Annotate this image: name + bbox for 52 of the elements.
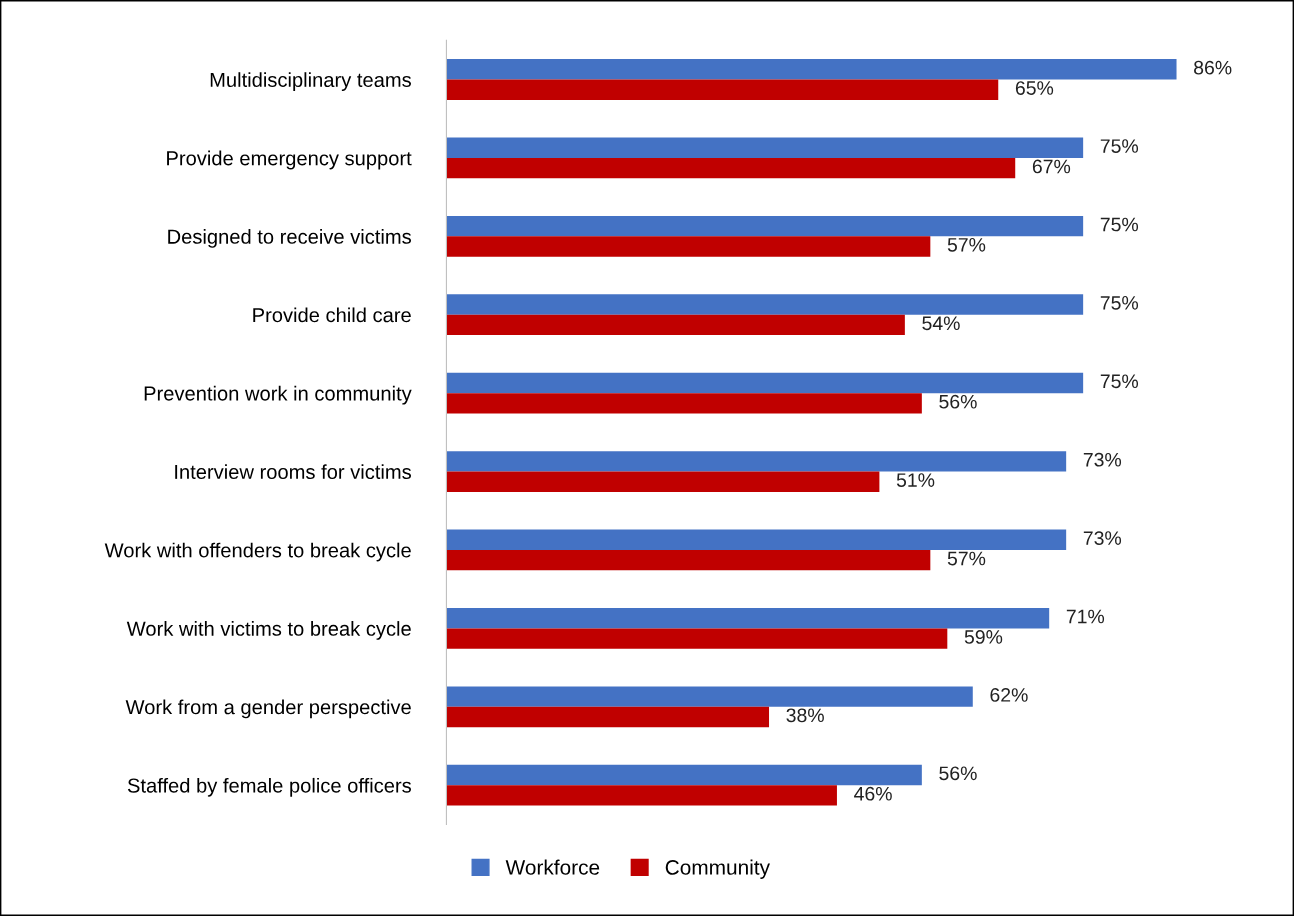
data-label: 75%: [1100, 139, 1139, 153]
bar: [446, 549, 931, 571]
y-tick-label: Designed to receive victims: [168, 229, 411, 248]
y-tick-label: Work with offenders to break cycle: [104, 542, 411, 562]
bar: [446, 607, 1050, 629]
bar: [446, 314, 905, 336]
bar: [446, 764, 922, 786]
bar: [446, 236, 931, 257]
data-label: 56%: [939, 766, 977, 781]
data-label: 57%: [947, 551, 986, 566]
legend-label: Workforce: [505, 859, 600, 875]
bar: [446, 79, 999, 100]
bar: [446, 157, 1016, 179]
data-label: 73%: [1083, 531, 1122, 545]
data-label: 56%: [939, 394, 977, 409]
data-label: 75%: [1100, 374, 1139, 389]
bar: [446, 706, 770, 728]
bar: [446, 393, 922, 414]
bar: [446, 372, 1084, 394]
y-tick-label: Multidisciplinary teams: [210, 72, 411, 91]
data-label: 38%: [786, 708, 824, 723]
legend-label: Community: [665, 859, 770, 879]
bar: [446, 471, 880, 492]
y-tick-label: Prevention work in community: [144, 385, 412, 405]
y-tick-label: Work with victims to break cycle: [126, 621, 411, 640]
y-tick-label: Provide child care: [253, 307, 411, 323]
bar: [446, 628, 948, 649]
data-label: 65%: [1015, 81, 1054, 95]
data-label: 75%: [1100, 217, 1139, 232]
data-label: 71%: [1066, 609, 1105, 624]
data-label: 86%: [1194, 60, 1232, 75]
data-label: 73%: [1083, 452, 1122, 467]
data-label: 75%: [1100, 296, 1139, 310]
bar: [446, 215, 1084, 237]
y-tick-label: Interview rooms for victims: [175, 464, 411, 480]
bar: [446, 59, 1177, 80]
y-tick-label: Work from a gender perspective: [125, 699, 411, 719]
bar: [446, 785, 837, 806]
data-label: 62%: [990, 688, 1028, 702]
data-label: 54%: [922, 316, 960, 331]
bar: [446, 451, 1067, 472]
data-label: 51%: [896, 473, 935, 487]
data-label: 67%: [1032, 159, 1071, 174]
y-tick-label: Staffed by female police officers: [127, 777, 411, 797]
bar: [446, 137, 1084, 158]
bar: [446, 294, 1084, 315]
bar: [446, 529, 1067, 550]
data-label: 59%: [964, 630, 1003, 644]
bar: [446, 686, 973, 707]
data-label: 46%: [854, 786, 892, 801]
data-label: 57%: [947, 238, 986, 252]
y-tick-label: Provide emergency support: [167, 150, 412, 170]
